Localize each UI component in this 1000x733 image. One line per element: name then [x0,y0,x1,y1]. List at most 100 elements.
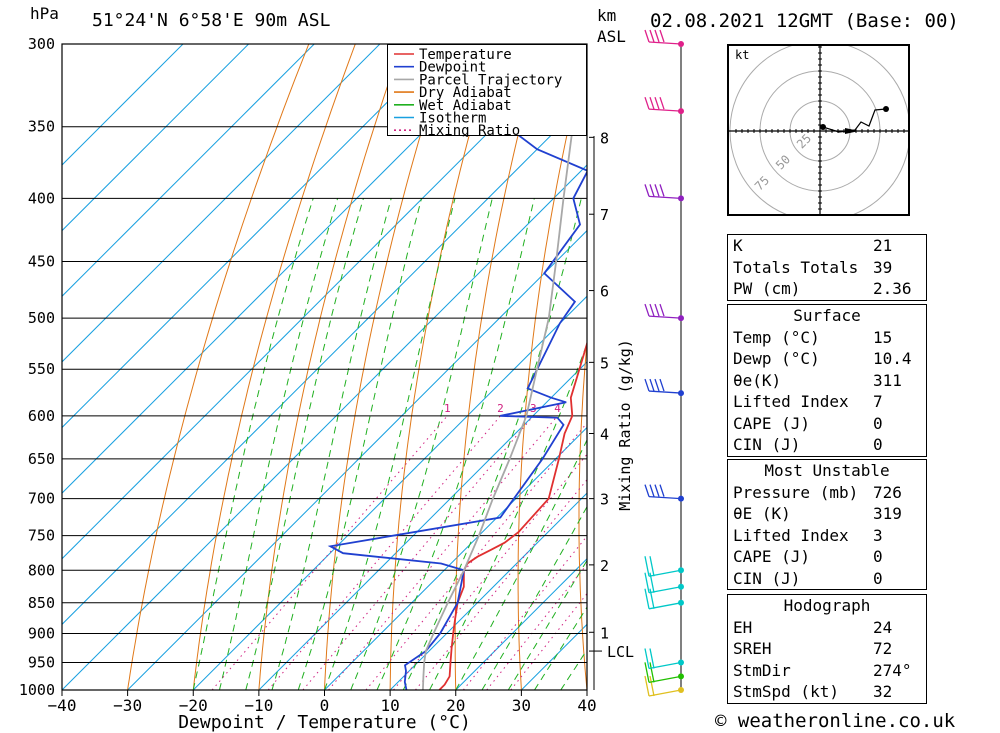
pressure-tick-label: 500 [28,309,55,327]
wind-barb-flag [644,572,650,593]
wind-barb-flag [644,303,650,317]
index-row: PW (cm) 2.36 [733,279,912,298]
parcel-trajectory-line [422,61,580,690]
most-unstable-row: CAPE (J) 0 [733,547,883,566]
surface-table: Surface Temp (°C) 15 Dewp (°C) 10.4 θe(K) 3… [727,304,927,457]
dry-adiabat-line [695,44,727,690]
wind-barb-flag [654,484,660,497]
wet-adiabat-line [324,198,456,690]
wind-barb [644,588,682,610]
wind-barb-flag [649,184,655,197]
wind-barb-flag [644,556,650,577]
dry-adiabat-line [958,44,1000,690]
legend-label: Isotherm [419,111,486,127]
legend-label: Wet Adiabat [419,98,512,114]
wind-barb-flag [654,29,660,43]
legend: Temperature Dewpoint Parcel Trajectory Dry … [387,44,587,137]
mixing-ratio-line [211,415,448,690]
km-tick-label: 8 [600,129,609,147]
datetime-title: 02.08.2021 12GMT (Base: 00) [650,10,959,32]
pressure-tick-label: 800 [28,561,55,579]
wind-barb-flag [654,378,660,392]
most-unstable-row: Lifted Index 3 [733,525,883,545]
isotherm-line [389,492,587,690]
wind-barb [644,675,682,697]
wind-barb-shaft [648,315,682,319]
km-label: km [597,6,617,25]
x-tick-label: −10 [244,696,273,715]
temperature-line [438,340,587,690]
dry-adiabat-line [324,44,449,690]
wind-barb-shaft [648,390,682,394]
lcl-label: LCL [607,643,634,661]
wind-barb-flag [644,184,650,197]
surface-row: CIN (J) 0 [733,435,883,454]
storm-motion-arrow [845,128,859,134]
x-tick-label: 20 [446,696,465,715]
wind-barb-flag [644,648,650,669]
pressure-tick-label: 700 [28,490,55,508]
wet-adiabat-line [350,198,493,690]
wind-barb [644,378,682,394]
wind-barb-flag [644,378,650,392]
wet-adiabat-line [219,198,339,690]
wind-barb-flag [654,96,660,110]
wind-barb-flag [659,378,665,392]
wind-barb-flag [649,648,655,669]
wind-barb [644,648,682,670]
isotherm-line [62,44,446,429]
hodograph-end-dot [883,106,889,112]
wind-barb-flag [644,29,650,43]
wind-barb-flag [644,96,650,110]
x-tick-label: 30 [512,696,531,715]
mixing-ratio-label: 2 [497,402,504,415]
wind-barb-shaft [648,195,682,200]
legend-label: Parcel Trajectory [419,72,562,88]
hodograph-ring-label: 25 [794,131,814,151]
isotherm-line [455,558,587,690]
wet-adiabat-line [297,198,422,690]
wind-barb-flag [649,378,655,392]
km-tick-label: 7 [600,206,609,224]
isotherm-line [127,229,587,690]
mixing-ratio-label: 1 [444,402,451,415]
dry-adiabat-line [638,44,681,690]
y-unit-label: hPa [30,4,59,23]
hodograph-table: Hodograph EH 24 SREH 72 StmDir 274° StmSpd … [727,594,927,704]
x-tick-label: 10 [380,696,399,715]
x-tick-label: −20 [179,696,208,715]
pressure-tick-label: 850 [28,594,55,612]
wind-barb [644,662,682,684]
surface-row: CAPE (J) 0 [733,413,883,433]
wind-barb-flag [644,662,650,683]
x-tick-label: −40 [48,696,77,715]
copyright-link[interactable]: © weatheronline.co.uk [715,710,956,732]
pressure-tick-label: 450 [28,253,55,271]
mixing-ratio-line [267,415,501,690]
hodograph-row: StmDir 274° [733,660,912,680]
hodograph-title: Hodograph [783,596,871,615]
legend-label: Mixing Ratio [419,123,520,137]
wind-barb-flag [659,303,665,317]
hodograph-row: StmSpd (kt) 32 [733,682,893,701]
index-row: K 21 [733,236,893,255]
wind-barb-flag [649,675,655,697]
km-tick-label: 2 [600,557,609,575]
km-tick-label: 5 [600,354,609,372]
wet-adiabat-line [192,198,314,690]
wind-barb [644,184,682,200]
isotherm-line [62,44,512,494]
wind-barb-flag [649,484,655,497]
isotherm-line [62,44,381,363]
isotherm-line [324,426,587,690]
index-row: Totals Totals 39 [733,257,893,277]
most-unstable-row: θE (K) 319 [733,504,902,523]
km-tick-label: 1 [600,624,609,642]
hodograph-row: SREH 72 [733,639,893,658]
wind-barb-flag [644,675,650,697]
location-title: 51°24'N 6°58'E 90m ASL [92,10,331,31]
wind-barb [644,96,682,112]
isotherm-line [62,44,184,166]
